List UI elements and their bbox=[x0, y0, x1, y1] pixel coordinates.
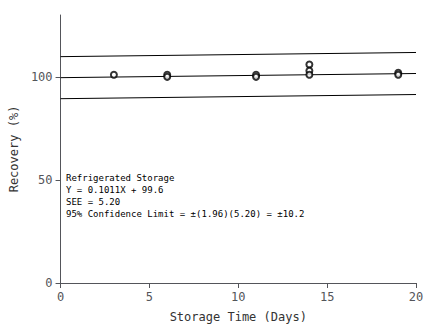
svg-text:5: 5 bbox=[146, 290, 153, 304]
svg-text:SEE = 5.20: SEE = 5.20 bbox=[66, 197, 120, 207]
svg-text:20: 20 bbox=[409, 290, 423, 304]
svg-text:0: 0 bbox=[45, 276, 52, 290]
svg-text:0: 0 bbox=[57, 290, 64, 304]
svg-text:50: 50 bbox=[38, 173, 52, 187]
svg-text:95% Confidence Limit = ±(1.96): 95% Confidence Limit = ±(1.96)(5.20) = ±… bbox=[66, 209, 304, 219]
svg-text:15: 15 bbox=[320, 290, 334, 304]
svg-text:10: 10 bbox=[231, 290, 245, 304]
svg-text:Refrigerated Storage: Refrigerated Storage bbox=[66, 173, 174, 183]
svg-text:Storage Time (Days): Storage Time (Days) bbox=[170, 310, 307, 324]
svg-text:Recovery (%): Recovery (%) bbox=[7, 106, 21, 193]
svg-text:Y = 0.1011X + 99.6: Y = 0.1011X + 99.6 bbox=[66, 185, 164, 195]
svg-text:100: 100 bbox=[31, 70, 53, 84]
